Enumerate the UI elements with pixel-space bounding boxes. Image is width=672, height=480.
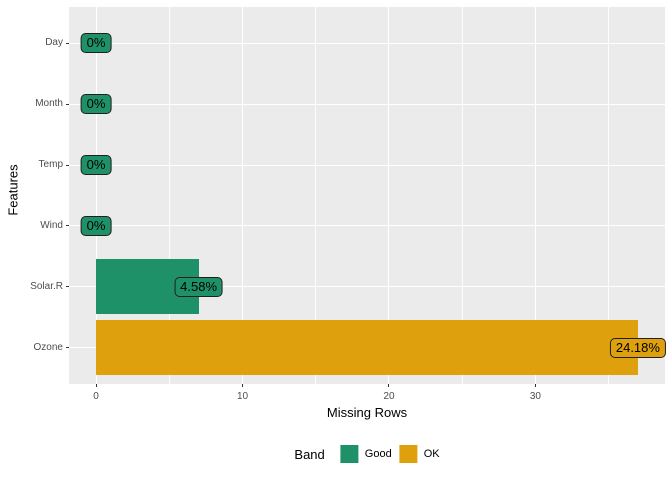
legend-key-swatch xyxy=(340,445,359,463)
y-tick-mark xyxy=(66,286,69,288)
y-gridline-major xyxy=(69,103,665,105)
x-tick-label: 10 xyxy=(236,391,249,402)
y-tick-mark xyxy=(66,103,69,105)
y-tick-label: Month xyxy=(35,98,63,110)
x-tick-label: 30 xyxy=(529,391,541,402)
x-tick-mark xyxy=(242,384,244,387)
y-gridline-major xyxy=(69,286,665,288)
y-gridline-major xyxy=(69,42,665,44)
value-label: 0% xyxy=(80,155,112,176)
y-gridline-major xyxy=(69,225,665,227)
y-tick-label: Temp xyxy=(38,159,63,171)
y-tick-mark xyxy=(66,164,69,166)
value-label: 0% xyxy=(80,215,112,236)
legend-title: Band xyxy=(294,446,325,462)
x-gridline-minor xyxy=(608,7,610,384)
y-tick-mark xyxy=(66,347,69,349)
x-gridline-minor xyxy=(168,7,170,384)
legend-label: OK xyxy=(423,448,440,460)
value-label: 24.18% xyxy=(609,337,666,358)
x-gridline-major xyxy=(95,7,97,384)
y-tick-mark xyxy=(66,225,69,227)
legend-key-swatch xyxy=(399,445,418,463)
legend-entry: OK xyxy=(399,445,440,463)
value-label: 4.58% xyxy=(174,276,224,297)
x-gridline-minor xyxy=(461,7,463,384)
x-gridline-major xyxy=(534,7,536,384)
y-tick-label: Ozone xyxy=(33,341,63,353)
legend-label: Good xyxy=(364,448,392,460)
x-gridline-minor xyxy=(315,7,317,384)
x-gridline-major xyxy=(242,7,244,384)
y-tick-mark xyxy=(66,42,69,44)
y-tick-label: Wind xyxy=(40,219,63,231)
legend-entries: Good OK xyxy=(333,445,440,463)
legend: Band Good OK xyxy=(294,445,440,463)
y-tick-label: Solar.R xyxy=(30,280,63,292)
y-tick-label: Day xyxy=(45,37,63,49)
y-gridline-major xyxy=(69,164,665,166)
y-axis-title: Features xyxy=(5,164,21,216)
x-tick-label: 20 xyxy=(383,391,395,402)
x-tick-mark xyxy=(95,384,97,387)
value-label: 0% xyxy=(80,33,112,54)
x-axis-title: Missing Rows xyxy=(326,405,408,420)
x-tick-label: 0 xyxy=(93,391,99,402)
legend-entry: Good xyxy=(340,445,392,463)
bar xyxy=(96,320,638,376)
value-label: 0% xyxy=(80,94,112,115)
x-tick-mark xyxy=(534,384,536,387)
x-gridline-major xyxy=(388,7,390,384)
x-tick-mark xyxy=(388,384,390,387)
